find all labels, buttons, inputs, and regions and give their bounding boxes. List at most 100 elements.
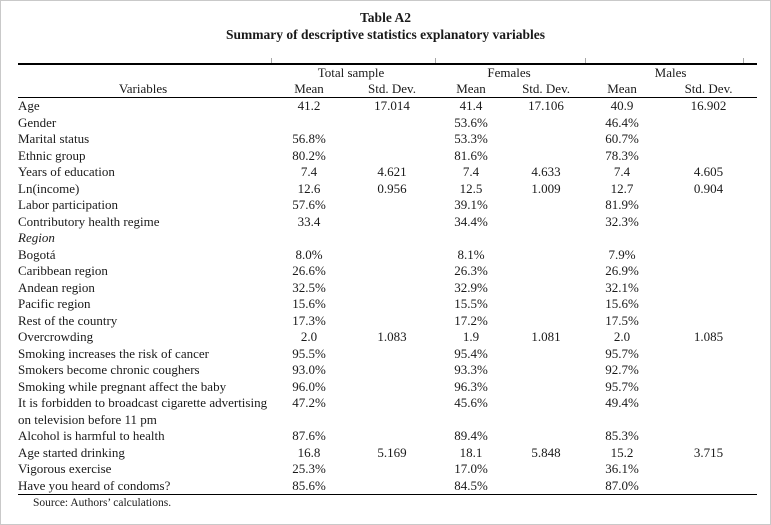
value-cell xyxy=(508,197,584,214)
value-cell: 17.2% xyxy=(454,312,488,328)
value-cell: 18.1 xyxy=(459,444,483,460)
value-cell: 32.3% xyxy=(605,213,639,229)
table-row: Alcohol is harmful to health 87.6% 89.4% 85… xyxy=(18,428,757,445)
value-cell xyxy=(508,280,584,297)
variables-column-header: Variables xyxy=(118,81,168,96)
title-block: Table A2 Summary of descriptive statisti… xyxy=(1,9,770,43)
value-cell xyxy=(660,461,757,478)
value-cell: 40.9 xyxy=(610,98,634,113)
value-cell: 80.2% xyxy=(292,147,326,163)
value-cell: 0.904 xyxy=(693,180,724,196)
value-cell: 81.9% xyxy=(605,197,639,212)
value-cell: 96.3% xyxy=(454,378,488,394)
value-cell: 33.4 xyxy=(297,213,321,229)
value-cell xyxy=(350,230,434,247)
table-row: Smoking increases the risk of cancer 95.5… xyxy=(18,346,757,363)
value-cell xyxy=(350,247,434,264)
value-cell: 39.1% xyxy=(454,197,488,212)
females-stddev-header: Std. Dev. xyxy=(522,81,570,96)
value-cell: 81.6% xyxy=(454,147,488,163)
value-cell: 49.4% xyxy=(605,395,639,410)
value-cell: 32.1% xyxy=(605,279,639,295)
table-body: Age 41.2 17.014 41.4 17.106 40.9 16.902 Gender 5… xyxy=(18,98,758,495)
value-cell xyxy=(660,148,757,165)
variable-label: Ln(income) xyxy=(18,180,80,196)
value-cell: 96.0% xyxy=(292,378,326,394)
table-row: Caribbean region 26.6% 26.3% 26.9% xyxy=(18,263,757,280)
value-cell xyxy=(350,214,434,231)
variable-label: Rest of the country xyxy=(18,312,118,328)
females-mean-header: Mean xyxy=(456,81,486,96)
group-header-females: Females xyxy=(487,65,531,80)
value-cell: 5.848 xyxy=(531,444,561,460)
variable-label: It is forbidden to broadcast cigarette a… xyxy=(18,395,268,427)
variable-label: Years of education xyxy=(18,164,115,179)
value-cell: 15.6% xyxy=(292,296,326,311)
value-cell: 17.014 xyxy=(374,98,410,113)
value-cell: 93.3% xyxy=(454,362,488,377)
variable-label: Smoking increases the risk of cancer xyxy=(18,345,209,361)
variable-label: Caribbean region xyxy=(18,263,108,278)
value-cell: 34.4% xyxy=(454,213,488,229)
table-row: Marital status 56.8% 53.3% 60.7% xyxy=(18,131,757,148)
value-cell: 1.9 xyxy=(462,329,480,344)
value-cell: 15.5% xyxy=(454,296,488,311)
variable-label: Smokers become chronic coughers xyxy=(18,362,200,377)
variable-label: Bogotá xyxy=(18,246,56,262)
value-cell: 95.7% xyxy=(605,378,639,394)
table-row: Rest of the country 17.3% 17.2% 17.5% xyxy=(18,313,757,330)
value-cell: 84.5% xyxy=(454,477,488,493)
total-stddev-header: Std. Dev. xyxy=(368,81,416,96)
value-cell: 46.4% xyxy=(605,114,639,130)
value-cell xyxy=(350,428,434,445)
value-cell: 26.6% xyxy=(292,263,326,278)
value-cell xyxy=(508,428,584,445)
value-cell xyxy=(508,346,584,363)
value-cell xyxy=(350,395,434,428)
sub-header-row: Variables Mean Std. Dev. Mean Std. Dev. … xyxy=(18,81,757,98)
value-cell xyxy=(660,296,757,313)
value-cell: 47.2% xyxy=(292,395,326,410)
value-cell xyxy=(508,379,584,396)
value-cell: 89.4% xyxy=(454,428,488,443)
value-cell xyxy=(660,362,757,379)
value-cell xyxy=(268,115,350,132)
value-cell xyxy=(660,263,757,280)
value-cell xyxy=(508,148,584,165)
value-cell: 56.8% xyxy=(292,131,326,146)
variable-label: Have you heard of condoms? xyxy=(18,477,171,493)
table-row: Vigorous exercise 25.3% 17.0% 36.1% xyxy=(18,461,757,478)
value-cell: 1.085 xyxy=(693,329,724,344)
descriptive-statistics-table: Total sample Females Males Variables Mea… xyxy=(18,63,758,495)
value-cell: 16.8 xyxy=(297,444,321,460)
value-cell xyxy=(350,346,434,363)
variable-label: Gender xyxy=(18,114,57,130)
group-header-total-sample: Total sample xyxy=(317,65,385,80)
value-cell: 7.9% xyxy=(608,246,636,262)
value-cell xyxy=(508,230,584,247)
table-number-title: Table A2 xyxy=(360,10,411,25)
value-cell: 3.715 xyxy=(693,444,724,460)
value-cell xyxy=(350,478,434,495)
value-cell: 0.956 xyxy=(377,180,407,196)
table-row: Contributory health regime 33.4 34.4% 32.3% xyxy=(18,214,757,231)
value-cell xyxy=(350,263,434,280)
group-header-row: Total sample Females Males xyxy=(18,64,758,81)
table-row: Gender 53.6% 46.4% xyxy=(18,115,757,132)
value-cell xyxy=(508,115,584,132)
table-row: Andean region 32.5% 32.9% 32.1% xyxy=(18,280,757,297)
value-cell: 87.0% xyxy=(605,477,639,493)
value-cell xyxy=(660,197,757,214)
variable-label: Ethnic group xyxy=(18,147,86,163)
value-cell xyxy=(508,247,584,264)
value-cell xyxy=(350,379,434,396)
value-cell xyxy=(660,478,757,495)
group-header-spacer xyxy=(18,64,268,81)
value-cell xyxy=(660,214,757,231)
variable-label: Region xyxy=(18,230,55,245)
value-cell xyxy=(350,280,434,297)
value-cell: 17.3% xyxy=(292,312,326,328)
value-cell xyxy=(508,296,584,313)
value-cell: 36.1% xyxy=(605,461,639,476)
